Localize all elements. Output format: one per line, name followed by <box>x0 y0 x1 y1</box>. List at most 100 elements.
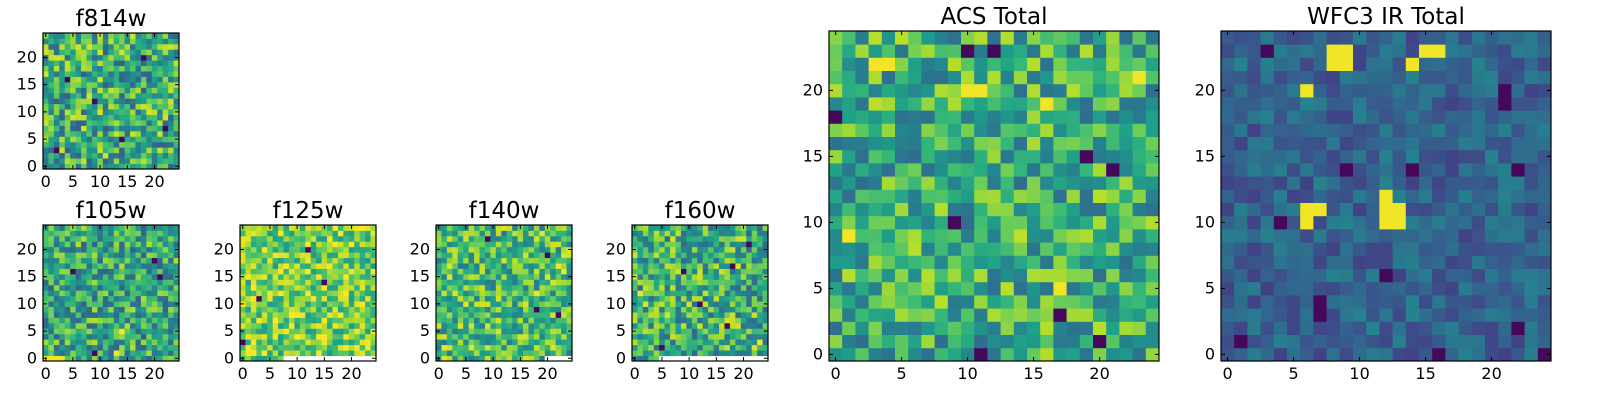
heatmap-cell <box>135 125 142 132</box>
heatmap-cell <box>97 158 104 164</box>
heatmap-cell <box>1485 268 1499 283</box>
heatmap-cell <box>474 268 480 275</box>
heatmap-cell <box>370 225 377 231</box>
heatmap-cell <box>91 355 98 362</box>
heatmap-cell <box>648 295 655 302</box>
heatmap-cell <box>310 328 317 335</box>
heatmap-cell <box>1379 202 1393 217</box>
heatmap-cell <box>59 76 66 83</box>
heatmap-cell <box>354 333 361 340</box>
heatmap-cell <box>91 76 98 83</box>
heatmap-cell <box>468 273 475 280</box>
heatmap-cell <box>1339 44 1354 58</box>
heatmap-cell <box>288 268 295 275</box>
heatmap-cell <box>1419 70 1433 85</box>
heatmap-cell <box>436 295 442 302</box>
heatmap-cell <box>288 263 295 269</box>
heatmap-cell <box>474 290 480 297</box>
heatmap-cell <box>664 246 671 253</box>
heatmap-cell <box>1145 57 1160 71</box>
heatmap-cell <box>162 295 169 302</box>
heatmap-cell <box>162 54 169 61</box>
heatmap-cell <box>528 333 535 340</box>
heatmap-cell <box>1066 136 1081 151</box>
heatmap-cell <box>441 273 448 280</box>
heatmap-cell <box>1027 176 1041 190</box>
heatmap-cell <box>343 350 350 356</box>
heatmap-cell <box>1093 242 1107 256</box>
heatmap-cell <box>81 136 87 143</box>
heatmap-cell <box>1498 136 1512 151</box>
heatmap-cell <box>81 322 87 329</box>
heatmap-cell <box>446 263 453 269</box>
heatmap-cell <box>1471 57 1486 71</box>
heatmap-cell <box>130 136 136 143</box>
heatmap-cell <box>64 241 71 248</box>
heatmap-cell <box>463 235 470 242</box>
x-tick-label: 15 <box>117 364 137 383</box>
heatmap-cell <box>91 333 98 340</box>
heatmap-cell <box>327 333 333 340</box>
heatmap-cell <box>868 176 883 190</box>
heatmap-cell <box>436 333 442 340</box>
heatmap-cell <box>691 230 698 237</box>
heatmap-cell <box>517 301 524 307</box>
heatmap-cell <box>680 252 687 259</box>
axes-frame <box>828 30 1160 362</box>
heatmap-cell <box>1537 202 1552 217</box>
heatmap-cell <box>81 98 87 105</box>
heatmap-cell <box>102 344 109 351</box>
heatmap-cell <box>463 263 470 269</box>
heatmap-cell <box>91 263 98 269</box>
heatmap-cell <box>1432 110 1446 124</box>
heatmap-cell <box>561 328 567 335</box>
heatmap-cell <box>1353 295 1367 309</box>
heatmap-cell <box>670 279 676 286</box>
heatmap-cell <box>895 281 909 296</box>
heatmap-cell <box>359 317 366 324</box>
heatmap-cell <box>550 328 557 335</box>
heatmap-cell <box>272 225 279 231</box>
heatmap-cell <box>1027 149 1041 164</box>
heatmap-cell <box>1260 295 1275 309</box>
heatmap-cell <box>895 31 909 45</box>
heatmap-cell <box>97 109 104 115</box>
heatmap-cell <box>113 120 120 126</box>
heatmap-cell <box>691 322 698 329</box>
heatmap-cell <box>539 235 546 242</box>
heatmap-cell <box>168 141 174 148</box>
heatmap-cell <box>310 301 317 307</box>
heatmap-cell <box>1524 176 1539 190</box>
heatmap-cell <box>544 230 551 237</box>
heatmap-cell <box>1458 281 1473 296</box>
heatmap-cell <box>1287 31 1301 45</box>
heatmap-cell <box>359 301 366 307</box>
heatmap-cell <box>479 246 486 253</box>
heatmap-cell <box>140 290 147 297</box>
heatmap-cell <box>441 279 448 286</box>
heatmap-cell <box>327 322 333 329</box>
heatmap-cell <box>102 290 109 297</box>
heatmap-cell <box>146 355 153 362</box>
heatmap-cell <box>124 43 131 50</box>
heatmap-cell <box>947 149 962 164</box>
heatmap-cell <box>267 246 274 253</box>
heatmap-cell <box>675 339 682 346</box>
heatmap-cell <box>173 290 180 297</box>
heatmap-cell <box>1234 347 1248 362</box>
heatmap-cell <box>566 225 573 231</box>
heatmap-cell <box>1339 255 1354 269</box>
heatmap-cell <box>757 295 763 302</box>
heatmap-cell <box>708 257 714 264</box>
heatmap-cell <box>267 268 274 275</box>
heatmap-cell <box>1366 176 1380 190</box>
heatmap-cell <box>1040 44 1054 58</box>
heatmap-cell <box>157 152 164 159</box>
heatmap-cell <box>441 252 448 259</box>
heatmap-cell <box>157 263 164 269</box>
heatmap-cell <box>921 31 935 45</box>
heatmap-cell <box>162 163 169 170</box>
heatmap-cell <box>452 252 459 259</box>
heatmap-cell <box>566 235 573 242</box>
heatmap-cell <box>697 246 704 253</box>
